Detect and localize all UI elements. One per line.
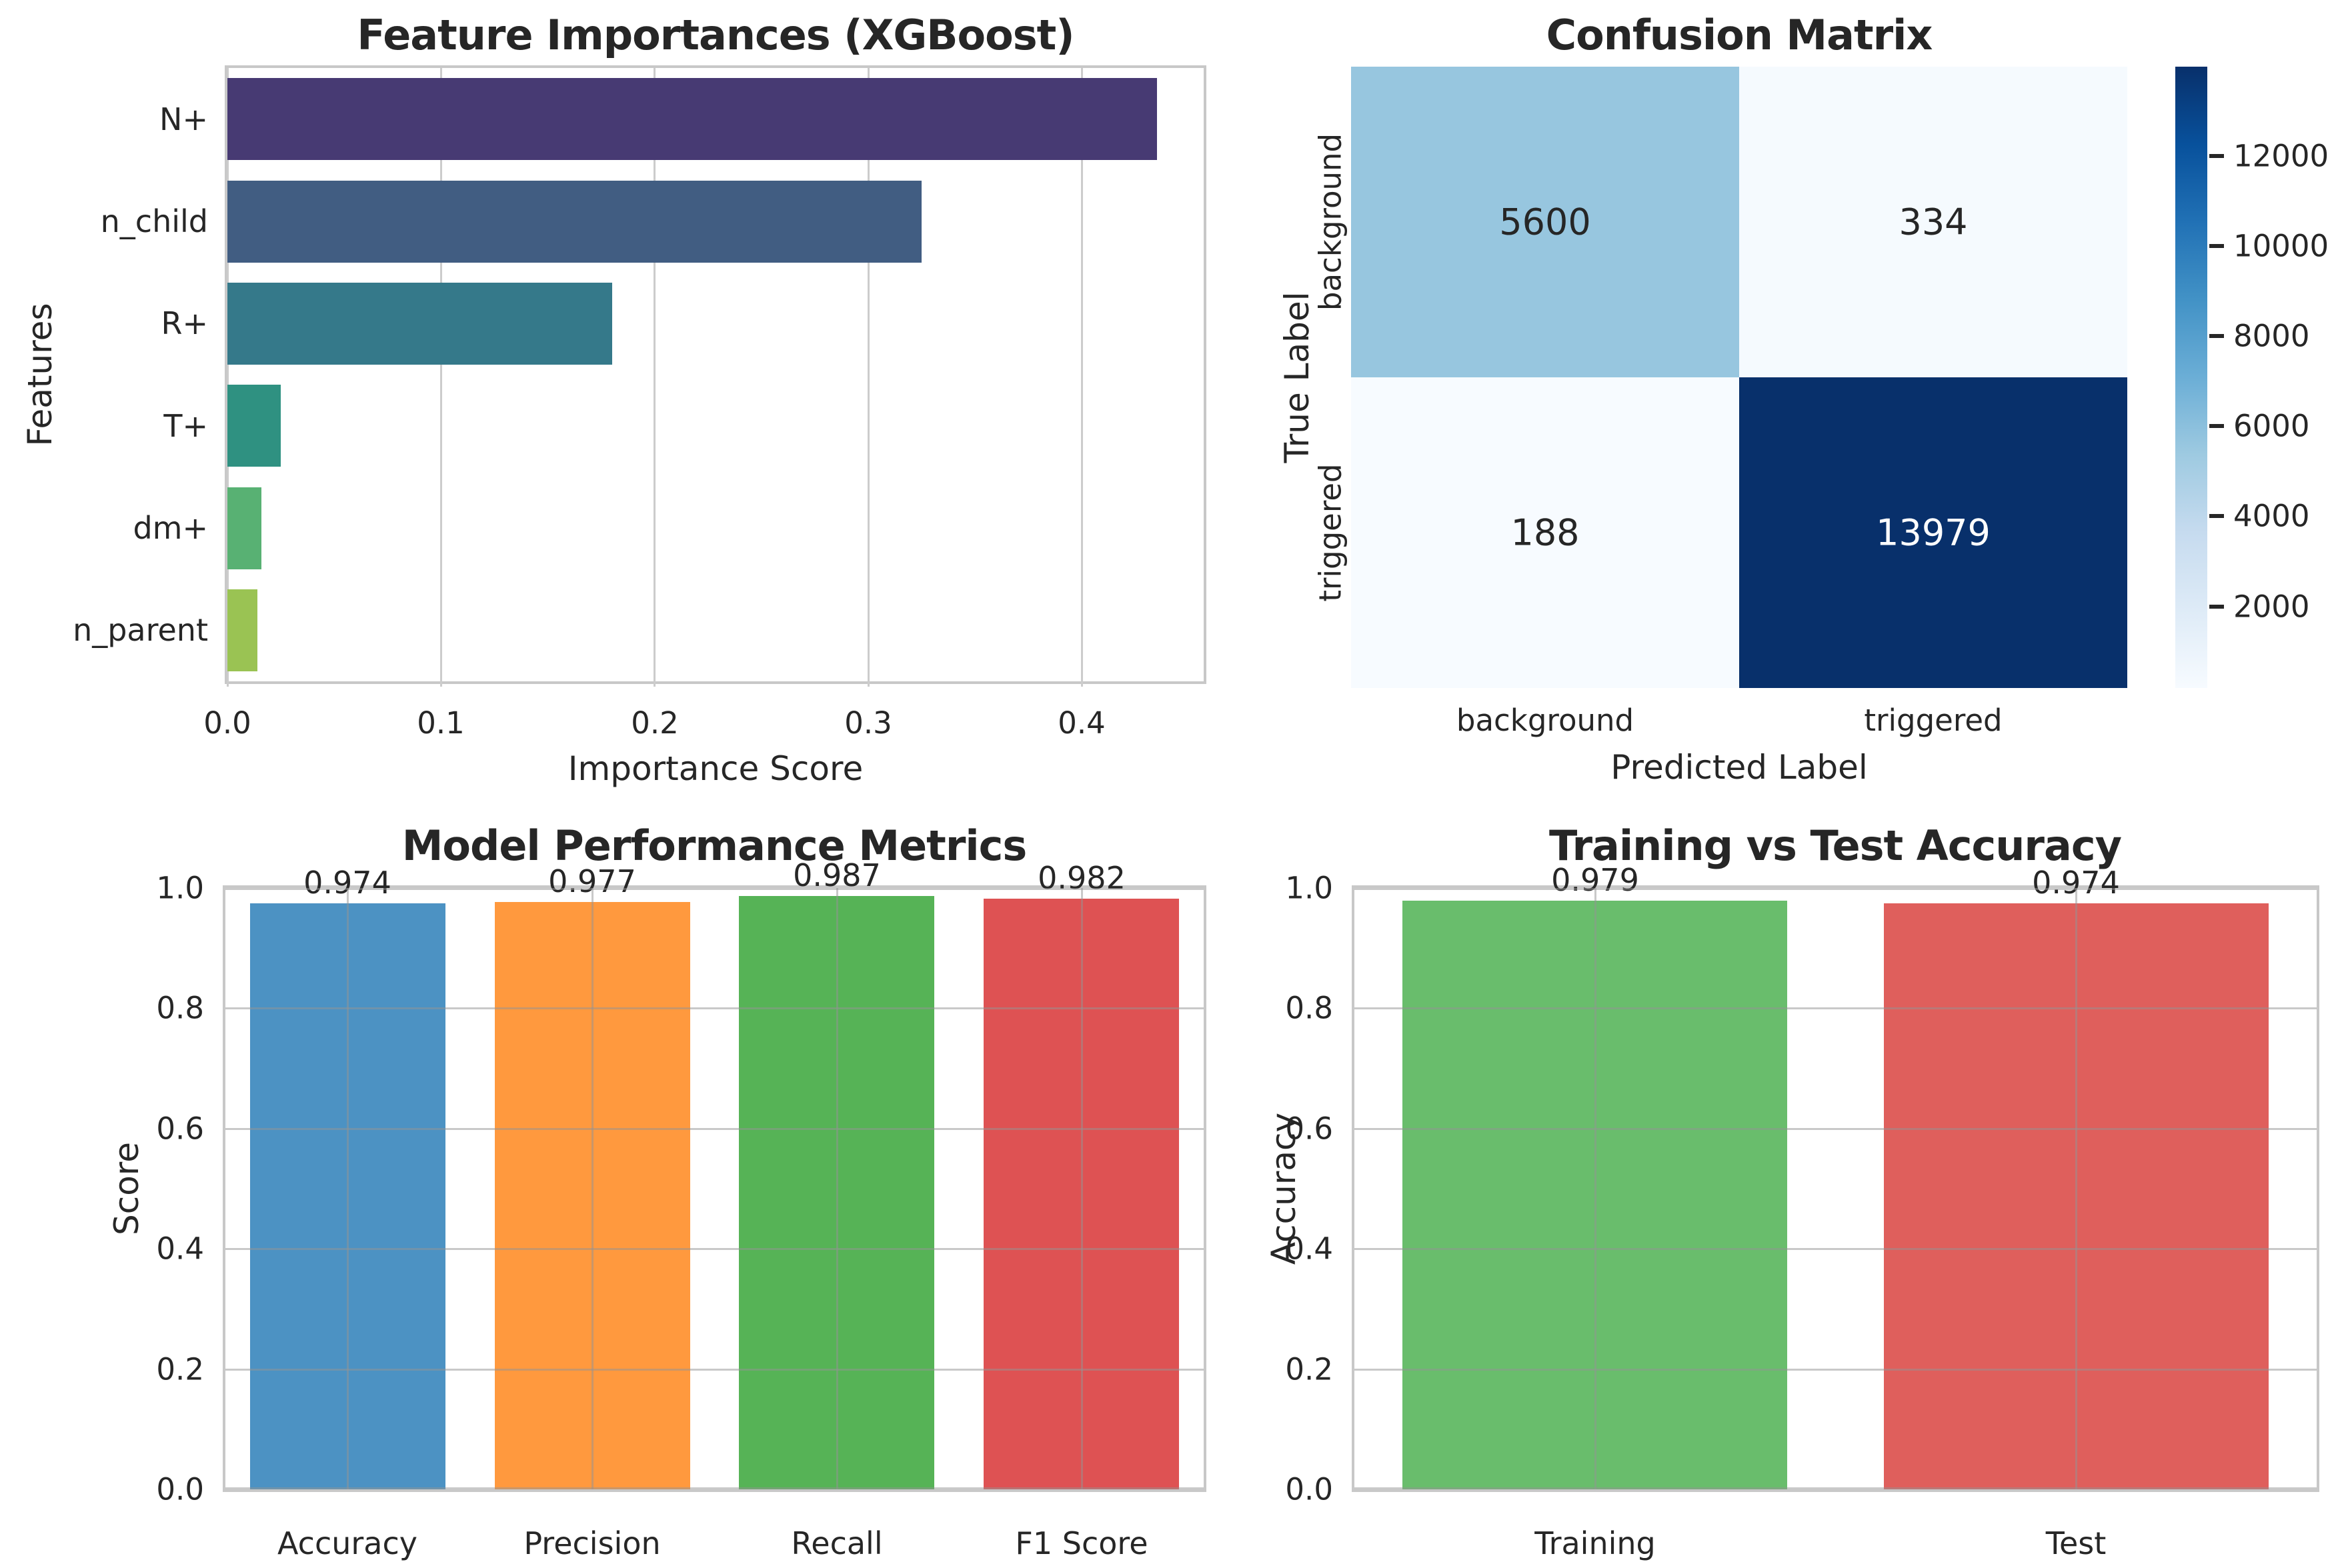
colorbar-tick: [2209, 605, 2224, 609]
gridline-x: [867, 68, 870, 687]
gridline-y: [1354, 1487, 2317, 1489]
x-tick-label: 0.4: [1058, 705, 1106, 741]
gridline-y: [225, 888, 1204, 890]
x-tick-label: 0.0: [203, 705, 251, 741]
gridline-y: [225, 1247, 1204, 1250]
x-tick-label: Precision: [523, 1525, 661, 1561]
gridline-y: [225, 1007, 1204, 1009]
gridline-y: [1354, 1007, 2317, 1009]
gridline-x: [591, 888, 594, 1489]
x-tick-label: 0.3: [844, 705, 892, 741]
bar-n-parent: [227, 589, 257, 671]
chart-title-train-test-accuracy: Training vs Test Accuracy: [1549, 821, 2122, 870]
x-tick-label: Test: [2045, 1525, 2107, 1561]
cell-value: 188: [1510, 511, 1580, 554]
y-tick-label: dm+: [133, 510, 208, 546]
cell-value: 334: [1899, 201, 1968, 243]
colorbar-tick: [2209, 244, 2224, 248]
plot-area: [1352, 885, 2319, 1492]
gridline-y: [225, 1487, 1204, 1489]
y-tick-label: 0.8: [1285, 990, 1333, 1026]
colorbar-tick-label: 4000: [2233, 498, 2310, 534]
y-tick-label: 0.6: [156, 1111, 204, 1147]
colorbar: [2175, 67, 2207, 688]
y-tick-label: 0.6: [1285, 1111, 1333, 1147]
x-axis-label: Predicted Label: [1610, 748, 1868, 787]
plot-area: [225, 65, 1206, 687]
chart-title-confusion-matrix: Confusion Matrix: [1546, 11, 1933, 59]
gridline-x: [346, 888, 349, 1489]
gridline-x: [226, 68, 229, 687]
gridline-x: [439, 68, 442, 687]
chart-title-feature-importances: Feature Importances (XGBoost): [357, 11, 1074, 59]
y-tick-label: 0.0: [1285, 1471, 1333, 1507]
plot-area: [223, 885, 1206, 1492]
y-tick-label: n_parent: [73, 612, 208, 648]
cell-triggered-triggered: [1739, 377, 2127, 688]
x-tick-label: F1 Score: [1015, 1525, 1148, 1561]
chart-title-performance-metrics: Model Performance Metrics: [401, 821, 1028, 870]
gridline-x: [654, 68, 656, 687]
colorbar-tick: [2209, 334, 2224, 338]
gridline-y: [1354, 1368, 2317, 1371]
x-tick-label: background: [1456, 703, 1634, 738]
y-tick-label: 0.0: [156, 1471, 204, 1507]
gridline-x: [1080, 68, 1083, 687]
x-tick-label: Recall: [791, 1525, 883, 1561]
colorbar-tick-label: 2000: [2233, 589, 2310, 625]
bar-n-child: [227, 181, 922, 263]
gridline-x: [1080, 888, 1083, 1489]
y-tick-label: R+: [161, 305, 208, 341]
cell-value: 5600: [1499, 201, 1591, 243]
bar-r-: [227, 283, 612, 365]
colorbar-tick: [2209, 424, 2224, 428]
y-tick-label: 1.0: [156, 870, 204, 906]
cell-value: 13979: [1876, 511, 1991, 554]
gridline-y: [225, 1368, 1204, 1371]
gridline-y: [225, 1127, 1204, 1130]
y-tick-label: 0.4: [1285, 1231, 1333, 1267]
bar-value-label: 0.987: [793, 857, 881, 893]
colorbar-tick-label: 8000: [2233, 318, 2310, 354]
cell-background-triggered: [1739, 67, 2127, 377]
x-tick-label: 0.2: [631, 705, 679, 741]
gridline-x: [836, 888, 838, 1489]
y-tick-label: 0.8: [156, 990, 204, 1026]
colorbar-tick-label: 10000: [2233, 228, 2329, 264]
y-tick-label: 0.4: [156, 1231, 204, 1267]
gridline-y: [1354, 888, 2317, 890]
gridline-y: [1354, 1247, 2317, 1250]
colorbar-tick-label: 6000: [2233, 408, 2310, 444]
bar-dm-: [227, 487, 261, 569]
gridline-x: [1594, 888, 1596, 1489]
x-tick-label: 0.1: [417, 705, 465, 741]
x-tick-label: Accuracy: [277, 1525, 418, 1561]
y-tick-label: 0.2: [156, 1351, 204, 1387]
bar-n-: [227, 78, 1157, 160]
cell-background-background: [1351, 67, 1739, 377]
bar-t-: [227, 385, 281, 467]
colorbar-tick: [2209, 154, 2224, 158]
heatmap-area: 5600 334 188 13979: [1351, 67, 2127, 688]
y-tick-label: 1.0: [1285, 870, 1333, 906]
colorbar-tick-label: 12000: [2233, 138, 2329, 174]
cell-triggered-background: [1351, 377, 1739, 688]
y-tick-label: T+: [163, 408, 208, 444]
y-axis-label: Accuracy: [1264, 1112, 1303, 1265]
colorbar-tick: [2209, 514, 2224, 518]
x-axis-label: Importance Score: [567, 749, 864, 788]
x-tick-label: triggered: [1864, 703, 2003, 738]
y-tick-label: N+: [159, 101, 208, 137]
x-tick-label: Training: [1534, 1525, 1656, 1561]
y-tick-label: 0.2: [1285, 1351, 1333, 1387]
gridline-y: [1354, 1127, 2317, 1130]
gridline-x: [2075, 888, 2077, 1489]
y-tick-label: n_child: [100, 203, 208, 239]
